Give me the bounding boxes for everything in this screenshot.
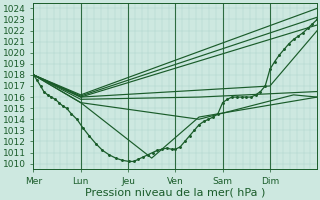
X-axis label: Pression niveau de la mer( hPa ): Pression niveau de la mer( hPa ) (85, 187, 266, 197)
